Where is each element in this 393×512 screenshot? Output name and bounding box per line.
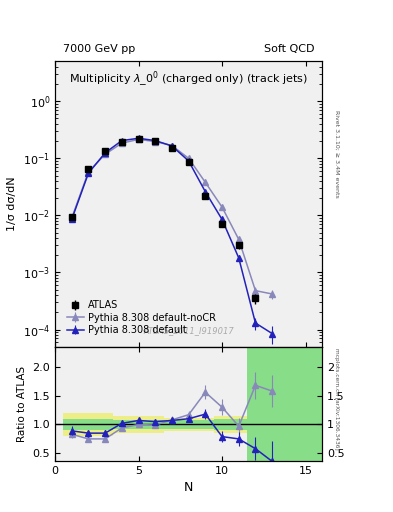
Y-axis label: 1/σ dσ/dN: 1/σ dσ/dN bbox=[7, 177, 17, 231]
Text: Soft QCD: Soft QCD bbox=[264, 44, 314, 54]
Text: mcplots.cern.ch [arXiv:1306.3436]: mcplots.cern.ch [arXiv:1306.3436] bbox=[334, 349, 339, 450]
Y-axis label: Ratio to ATLAS: Ratio to ATLAS bbox=[17, 366, 27, 442]
X-axis label: N: N bbox=[184, 481, 193, 494]
Text: Rivet 3.1.10; ≥ 3.4M events: Rivet 3.1.10; ≥ 3.4M events bbox=[334, 110, 339, 198]
Legend: ATLAS, Pythia 8.308 default-noCR, Pythia 8.308 default: ATLAS, Pythia 8.308 default-noCR, Pythia… bbox=[63, 296, 220, 339]
Text: Multiplicity $\lambda\_0^0$ (charged only) (track jets): Multiplicity $\lambda\_0^0$ (charged onl… bbox=[69, 70, 308, 90]
Text: 7000 GeV pp: 7000 GeV pp bbox=[63, 44, 135, 54]
Text: ATLAS_2011_I919017: ATLAS_2011_I919017 bbox=[143, 326, 234, 335]
